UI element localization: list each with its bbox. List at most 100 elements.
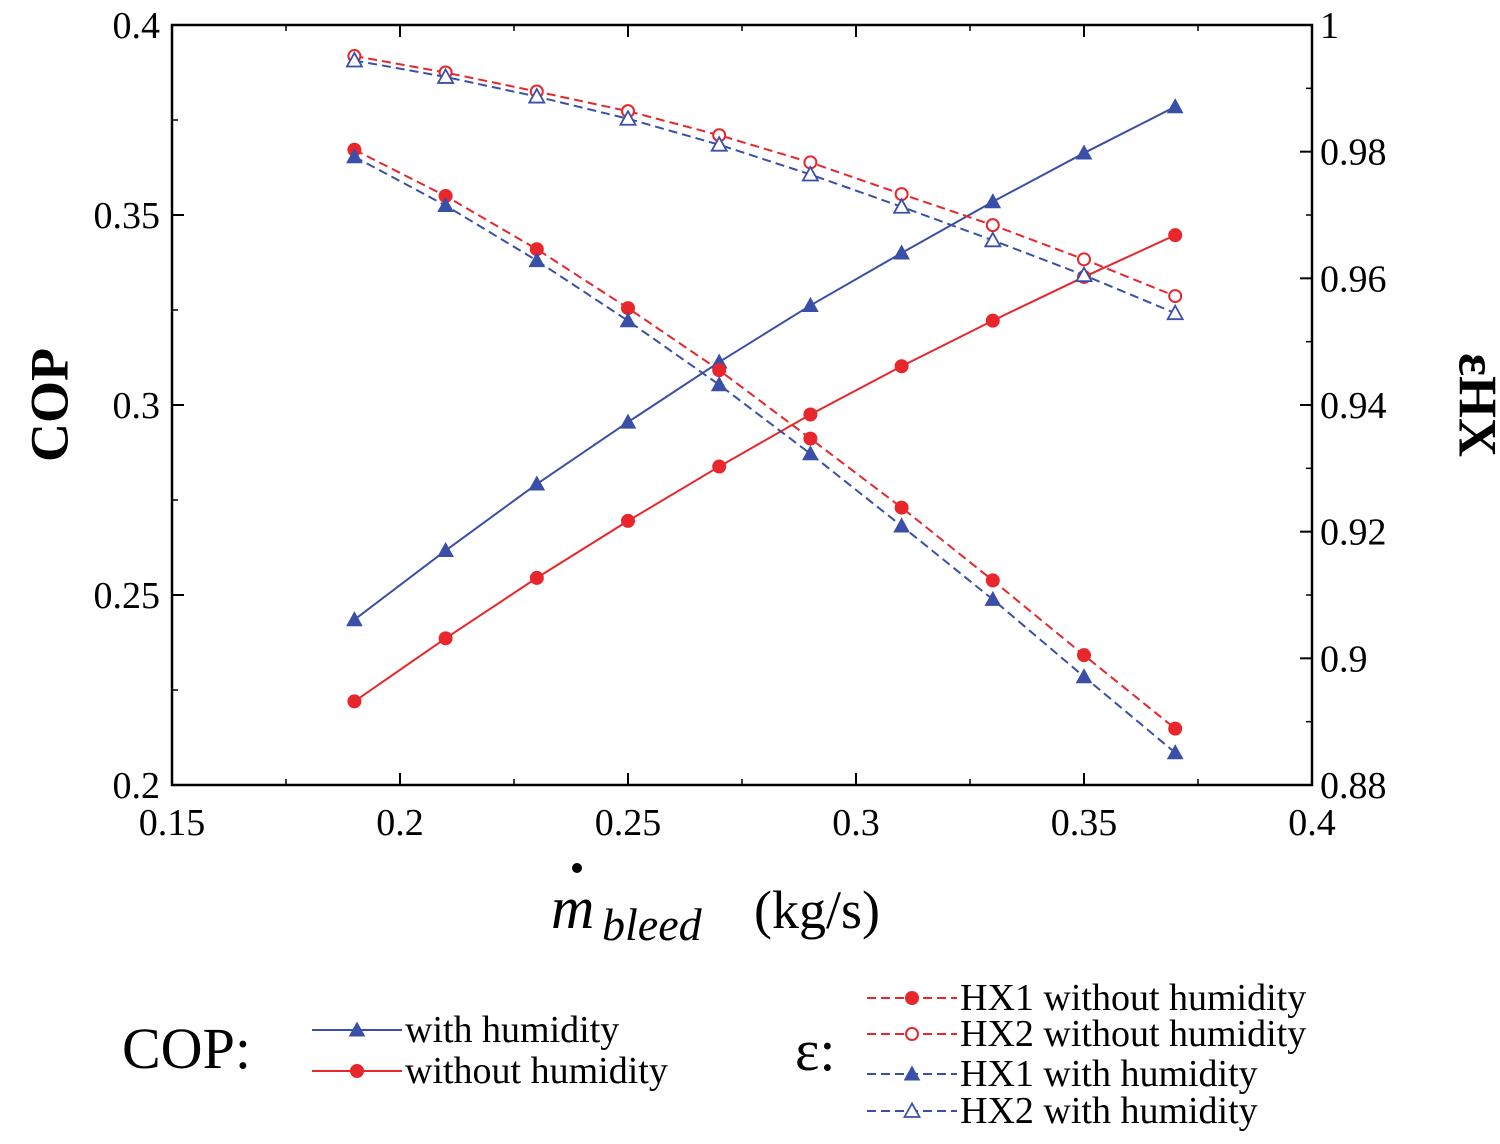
- data-point: [1166, 98, 1184, 114]
- data-point: [528, 475, 546, 491]
- data-point: [438, 631, 453, 646]
- data-point: [803, 431, 818, 446]
- data-point: [437, 542, 454, 558]
- legend-label: HX1 without humidity: [960, 977, 1306, 1019]
- legend-entry-hx1-without-humidity: HX1 without humidity: [867, 977, 1306, 1019]
- data-point: [1074, 265, 1094, 283]
- data-point: [436, 67, 455, 84]
- data-point: [621, 513, 635, 528]
- data-point: [437, 196, 454, 212]
- data-point: [1075, 668, 1093, 684]
- data-point: [801, 165, 820, 182]
- legend-group-title-epsilon: ε:: [795, 1018, 835, 1083]
- legend-marker: [350, 1064, 364, 1078]
- data-point: [984, 590, 1002, 606]
- data-point: [1166, 744, 1184, 760]
- x-axis-title: m bleed (kg/s): [551, 863, 880, 950]
- x-tick-label: 0.2: [376, 802, 424, 844]
- series-line: [354, 55, 1176, 297]
- legend-marker: [348, 1021, 366, 1037]
- y-right-tick-label: 0.9: [1320, 638, 1368, 680]
- y-left-tick-label: 0.3: [113, 385, 161, 427]
- y-axis-left-title: COP: [19, 348, 79, 462]
- legend-marker: [905, 991, 919, 1005]
- legend-marker: [902, 1101, 922, 1118]
- legend-label: HX2 with humidity: [960, 1090, 1258, 1132]
- data-point: [1168, 228, 1183, 243]
- y-left-tick-label: 0.35: [94, 195, 161, 237]
- legend-marker: [903, 1065, 921, 1081]
- data-point: [1168, 289, 1183, 304]
- series-line: [353, 105, 1176, 621]
- y-right-tick-label: 0.96: [1320, 258, 1387, 300]
- y-right-tick-label: 0.98: [1320, 132, 1387, 174]
- data-point: [985, 313, 1000, 328]
- data-point: [529, 570, 544, 585]
- y-right-tick-label: 0.92: [1320, 512, 1387, 554]
- legend-entry-hx2-without-humidity: HX2 without humidity: [867, 1013, 1306, 1055]
- x-axis-dot: [572, 863, 582, 873]
- tick-labels: 0.15 0.2 0.25 0.3 0.35 0.40.20.250.30.350.40.…: [94, 5, 1387, 844]
- legend-label: without humidity: [405, 1050, 668, 1092]
- data-point: [803, 407, 818, 422]
- legend-entry-without-humidity: without humidity: [312, 1050, 668, 1092]
- data-point: [1077, 252, 1091, 267]
- plot-frame: [170, 23, 1314, 787]
- legend-label: HX1 with humidity: [960, 1053, 1258, 1095]
- series-eps-hx1-with-humidity: [346, 148, 1184, 760]
- series-eps-hx2-with-humidity: [345, 51, 1185, 321]
- legend-group-title-cop: COP:: [122, 1016, 251, 1081]
- data-point: [346, 611, 363, 627]
- data-point: [347, 694, 362, 709]
- data-point: [345, 51, 364, 68]
- data-point: [618, 109, 638, 126]
- data-point: [1168, 721, 1183, 736]
- data-point: [1166, 303, 1185, 321]
- data-point: [1077, 648, 1091, 663]
- series-cop-with-humidity: [346, 98, 1184, 627]
- tick-marks: [171, 24, 1313, 786]
- legend-label: with humidity: [405, 1009, 619, 1051]
- data-point: [619, 413, 637, 429]
- series-line: [353, 148, 1176, 730]
- series-cop-without-humidity: [347, 228, 1183, 709]
- x-axis-subscript: bleed: [602, 899, 703, 950]
- data-point: [893, 517, 910, 533]
- data-point: [710, 135, 729, 152]
- x-tick-label: 0.25: [595, 802, 662, 844]
- data-point: [802, 296, 819, 312]
- data-point: [985, 218, 1000, 233]
- legend-label: HX2 without humidity: [960, 1013, 1306, 1055]
- legend-entry-hx1-with-humidity: HX1 with humidity: [867, 1053, 1258, 1095]
- y-right-tick-label: 0.94: [1320, 385, 1387, 427]
- y-left-tick-label: 0.25: [94, 575, 161, 617]
- y-right-tick-label: 1: [1320, 5, 1339, 47]
- data-point: [802, 445, 819, 461]
- y-right-tick-label: 0.88: [1320, 765, 1387, 807]
- x-tick-label: 0.35: [1051, 802, 1118, 844]
- x-tick-label: 0.15: [139, 802, 206, 844]
- data-point: [712, 363, 727, 378]
- data-point: [894, 500, 909, 515]
- data-point: [894, 359, 909, 374]
- series-layer: [345, 49, 1185, 760]
- x-tick-label: 0.4: [1288, 802, 1336, 844]
- data-point: [346, 148, 363, 164]
- data-point: [528, 252, 546, 268]
- y-left-tick-label: 0.4: [113, 5, 161, 47]
- data-point: [985, 573, 1000, 588]
- data-point: [1075, 144, 1093, 160]
- data-point: [983, 230, 1002, 248]
- series-line: [353, 155, 1176, 754]
- data-point: [712, 459, 727, 474]
- series-eps-hx1-without-humidity: [347, 142, 1183, 736]
- legend-entry-with-humidity: with humidity: [312, 1009, 619, 1051]
- legend-marker: [905, 1027, 919, 1041]
- x-axis-symbol: m: [551, 875, 594, 941]
- series-line: [354, 59, 1176, 315]
- data-point: [527, 87, 546, 104]
- data-point: [619, 312, 637, 328]
